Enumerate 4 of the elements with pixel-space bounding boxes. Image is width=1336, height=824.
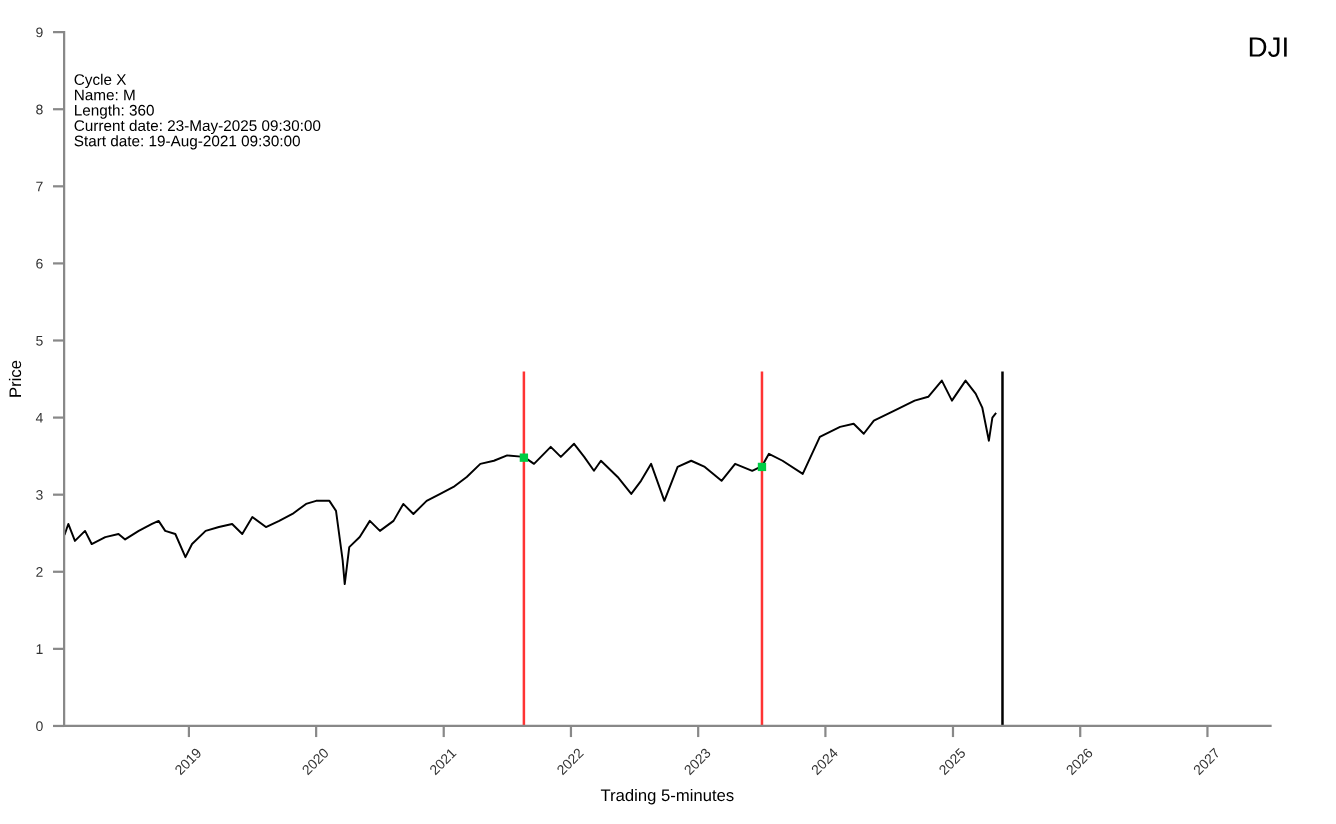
line-series xyxy=(64,379,997,586)
x-axis-title: Trading 5-minutes xyxy=(600,788,734,805)
chart-title: DJI xyxy=(1249,37,1287,57)
y-axis-title: Price xyxy=(8,360,22,397)
